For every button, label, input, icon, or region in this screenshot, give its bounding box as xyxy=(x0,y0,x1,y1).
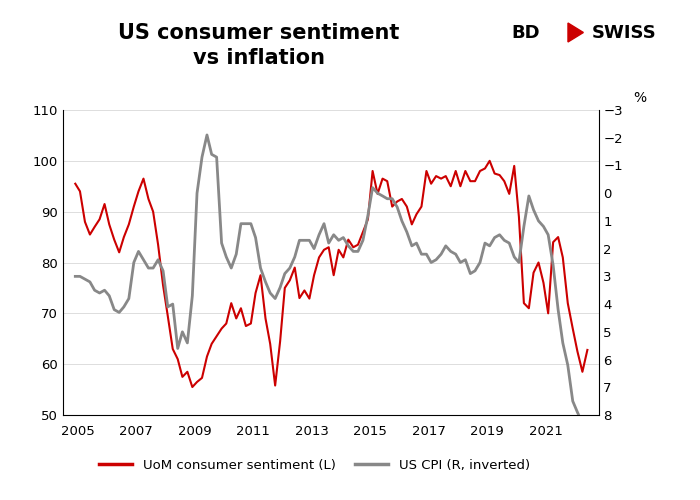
Text: %: % xyxy=(634,92,646,106)
Text: BD: BD xyxy=(511,24,540,42)
Polygon shape xyxy=(568,23,583,42)
Legend: UoM consumer sentiment (L), US CPI (R, inverted): UoM consumer sentiment (L), US CPI (R, i… xyxy=(94,454,536,477)
Text: SWISS: SWISS xyxy=(592,24,657,42)
Text: US consumer sentiment
vs inflation: US consumer sentiment vs inflation xyxy=(118,22,400,68)
